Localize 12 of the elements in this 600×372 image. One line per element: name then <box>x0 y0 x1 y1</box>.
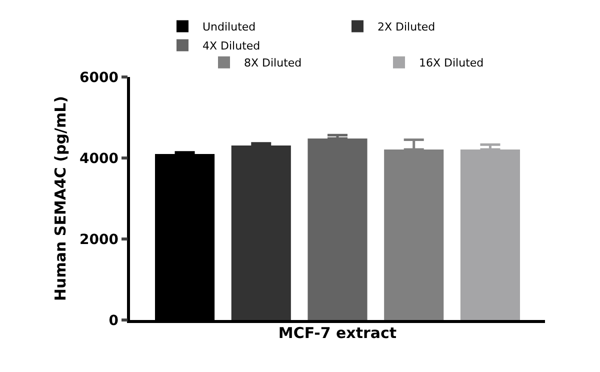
legend-label: 8X Diluted <box>244 56 302 70</box>
y-tick-label: 0 <box>108 312 119 329</box>
y-tick-label: 6000 <box>79 70 119 86</box>
y-tick-label: 2000 <box>79 232 119 248</box>
legend-label: 16X Diluted <box>419 56 484 70</box>
bar <box>231 145 291 320</box>
legend-label: Undiluted <box>202 20 256 34</box>
y-axis-title: Human SEMA4C (pg/mL) <box>52 96 70 301</box>
legend-label: 4X Diluted <box>202 39 260 52</box>
legend-label: 2X Diluted <box>378 20 436 34</box>
x-axis-title: MCF-7 extract <box>278 324 397 342</box>
y-tick-label: 4000 <box>79 150 119 167</box>
